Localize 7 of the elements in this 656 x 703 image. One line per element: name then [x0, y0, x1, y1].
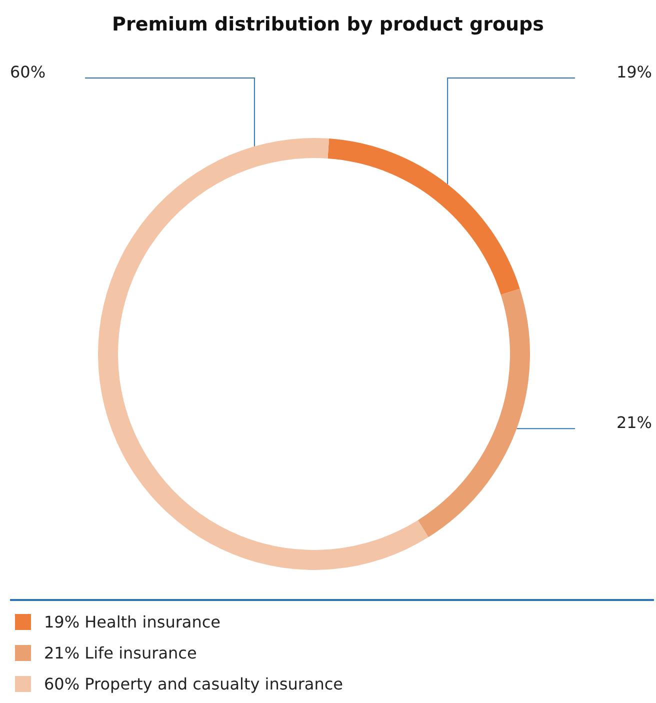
data-label: 21%: [616, 413, 652, 432]
chart-title: Premium distribution by product groups: [112, 14, 544, 36]
data-label: 19%: [616, 62, 652, 82]
data-label: 60%: [10, 62, 46, 82]
legend-label: 21% Life insurance: [44, 644, 197, 662]
legend-label: 19% Health insurance: [44, 612, 220, 632]
legend-label: 60% Property and casualty insurance: [44, 674, 344, 694]
